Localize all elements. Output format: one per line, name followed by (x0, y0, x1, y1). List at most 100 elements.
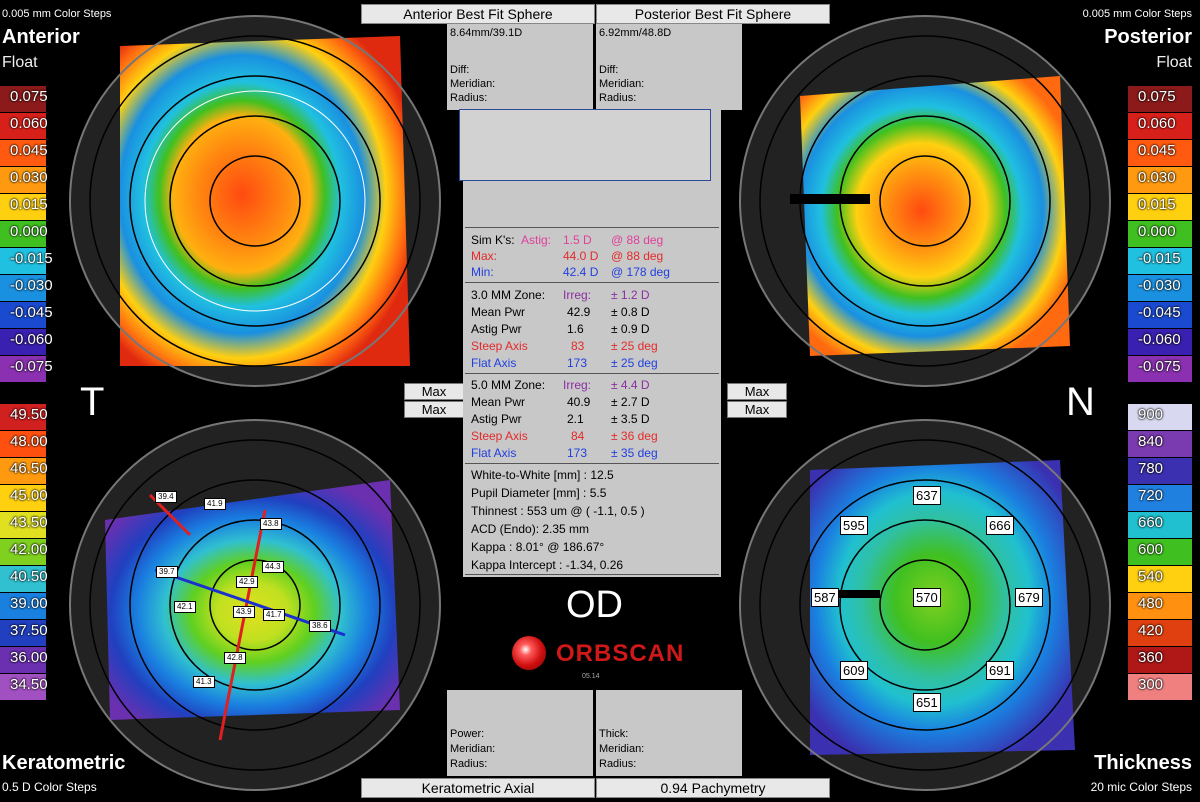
temporal-letter: T (80, 380, 105, 424)
max-button-right-top[interactable]: Max (727, 383, 787, 400)
posterior-meridian-label: Meridian: (599, 78, 645, 90)
posterior-scale-label: 0.060 (1138, 115, 1176, 132)
hover-info-box (459, 109, 711, 181)
thickness-scale-label: 720 (1138, 487, 1164, 504)
keratometric-scale-label: 43.50 (10, 514, 48, 531)
keratometric-color-scale: 49.50 48.00 46.50 45.00 43.50 42.00 40.50 39.00… (0, 404, 48, 701)
posterior-scale-label: -0.045 (1138, 304, 1181, 321)
zone3-flat-label: Flat Axis (471, 356, 517, 370)
zone5-irreg-value: ± 4.4 D (611, 378, 650, 392)
anterior-scale-step: 0.030 (0, 167, 48, 194)
anterior-bfs-button[interactable]: Anterior Best Fit Sphere (361, 4, 595, 24)
posterior-scale-label: 0.030 (1138, 169, 1176, 186)
thickness-scale-label: 900 (1138, 406, 1164, 423)
zone5-astig-value: 2.1 (567, 412, 584, 426)
anterior-subtitle: Float (2, 54, 38, 71)
max-button-left-bottom[interactable]: Max (404, 401, 464, 418)
thickness-scale-label: 600 (1138, 541, 1164, 558)
posterior-scale-label: -0.015 (1138, 250, 1181, 267)
keratometric-scale-step: 43.50 (0, 512, 48, 539)
zone3-astig-sd: ± 0.9 D (611, 322, 650, 336)
thickness-scale-step: 600 (1128, 539, 1192, 566)
keratometric-scale-label: 36.00 (10, 649, 48, 666)
keratometric-axial-button[interactable]: Keratometric Axial (361, 778, 595, 798)
anterior-radius-label: Radius: (450, 92, 488, 104)
zone5-flat-label: Flat Axis (471, 446, 517, 460)
thickness-scale-label: 660 (1138, 514, 1164, 531)
anterior-scale-step: 0.060 (0, 113, 48, 140)
zone3-steep-sd: ± 25 deg (611, 339, 658, 353)
posterior-bfs-value: 6.92mm/48.8D (599, 27, 672, 39)
astig-axis: @ 88 deg (611, 233, 664, 247)
keratometric-scale-step: 49.50 (0, 404, 48, 431)
thick-panel: Thick: Meridian: Radius: (596, 690, 742, 776)
thinnest: Thinnest : 553 um @ ( -1.1, 0.5 ) (471, 504, 645, 518)
thickness-scale-step: 780 (1128, 458, 1192, 485)
anterior-scale-step: -0.030 (0, 275, 53, 302)
anterior-scale-step: -0.045 (0, 302, 53, 329)
thickness-scale-label: 540 (1138, 568, 1164, 585)
zone5-mean-sd: ± 2.7 D (611, 395, 650, 409)
anterior-scale-step: 0.015 (0, 194, 48, 221)
posterior-scale-label: -0.030 (1138, 277, 1181, 294)
posterior-bfs-panel: 6.92mm/48.8D Diff: Meridian: Radius: (596, 24, 742, 110)
eye-label: OD (566, 584, 623, 626)
zone3-mean-sd: ± 0.8 D (611, 305, 650, 319)
zone3-flat-value: 173 (567, 356, 588, 370)
thickness-scale-label: 780 (1138, 460, 1164, 477)
keratometric-scale-label: 45.00 (10, 487, 48, 504)
posterior-float-map[interactable] (730, 6, 1120, 396)
zone3-steep-value: 83 (571, 339, 585, 353)
posterior-diff-label: Diff: (599, 64, 619, 76)
thickness-steps-label: 20 mic Color Steps (1090, 780, 1192, 794)
anterior-bfs-panel: 8.64mm/39.1D Diff: Meridian: Radius: (447, 24, 593, 110)
max-button-right-bottom[interactable]: Max (727, 401, 787, 418)
keratometric-axial-map[interactable] (60, 410, 450, 800)
posterior-scale-step: 0.075 (1128, 86, 1192, 113)
anterior-scale-step: 0.075 (0, 86, 48, 113)
keratometric-scale-label: 37.50 (10, 622, 48, 639)
k-value-tag: 38.6 (309, 620, 331, 632)
k-value-tag: 44.3 (262, 561, 284, 573)
k-value-tag: 41.3 (193, 676, 215, 688)
thick-radius-label: Radius: (599, 758, 637, 770)
acd: ACD (Endo): 2.35 mm (471, 522, 590, 536)
orbscan-logo-icon (512, 636, 546, 670)
keratometric-scale-label: 46.50 (10, 460, 48, 477)
posterior-scale-step: 0.030 (1128, 167, 1192, 194)
thickness-scale-label: 840 (1138, 433, 1164, 450)
simk-label: Sim K's: (471, 233, 515, 247)
anterior-scale-step: 0.045 (0, 140, 48, 167)
posterior-scale-step: -0.075 (1128, 356, 1192, 383)
anterior-title: Anterior (2, 26, 80, 48)
zone5-irreg-label: Irreg: (563, 378, 592, 392)
anterior-color-scale: 0.075 0.060 0.045 0.030 0.015 0.000 -0.015 -0.0… (0, 86, 53, 383)
posterior-scale-step: 0.000 (1128, 221, 1192, 248)
keratometric-scale-label: 42.00 (10, 541, 48, 558)
keratometric-scale-label: 40.50 (10, 568, 48, 585)
keratometric-scale-label: 48.00 (10, 433, 48, 450)
anterior-scale-label: 0.075 (10, 88, 48, 105)
keratometric-scale-step: 39.00 (0, 593, 48, 620)
pachymetry-button[interactable]: 0.94 Pachymetry (596, 778, 830, 798)
thickness-value-tag: 587 (811, 588, 839, 607)
anterior-scale-label: 0.030 (10, 169, 48, 186)
k-value-tag: 39.4 (155, 491, 177, 503)
min-k-label: Min: (471, 265, 494, 279)
brand-version: 05.14 (582, 673, 600, 680)
anterior-scale-step: -0.060 (0, 329, 53, 356)
posterior-scale-step: -0.060 (1128, 329, 1192, 356)
keratometric-scale-label: 34.50 (10, 676, 48, 693)
zone5-astig-sd: ± 3.5 D (611, 412, 650, 426)
thickness-scale-step: 540 (1128, 566, 1192, 593)
summary-panel: Sim K's: Astig: 1.5 D @ 88 deg Max: 44.0… (463, 225, 721, 577)
anterior-scale-label: -0.075 (10, 358, 53, 375)
anterior-float-map[interactable] (60, 6, 450, 396)
anterior-scale-label: -0.015 (10, 250, 53, 267)
zone5-label: 5.0 MM Zone: (471, 378, 546, 392)
thickness-scale-label: 420 (1138, 622, 1164, 639)
posterior-bfs-button[interactable]: Posterior Best Fit Sphere (596, 4, 830, 24)
max-button-left-top[interactable]: Max (404, 383, 464, 400)
k-value-tag: 42.8 (224, 652, 246, 664)
posterior-scale-step: -0.030 (1128, 275, 1192, 302)
